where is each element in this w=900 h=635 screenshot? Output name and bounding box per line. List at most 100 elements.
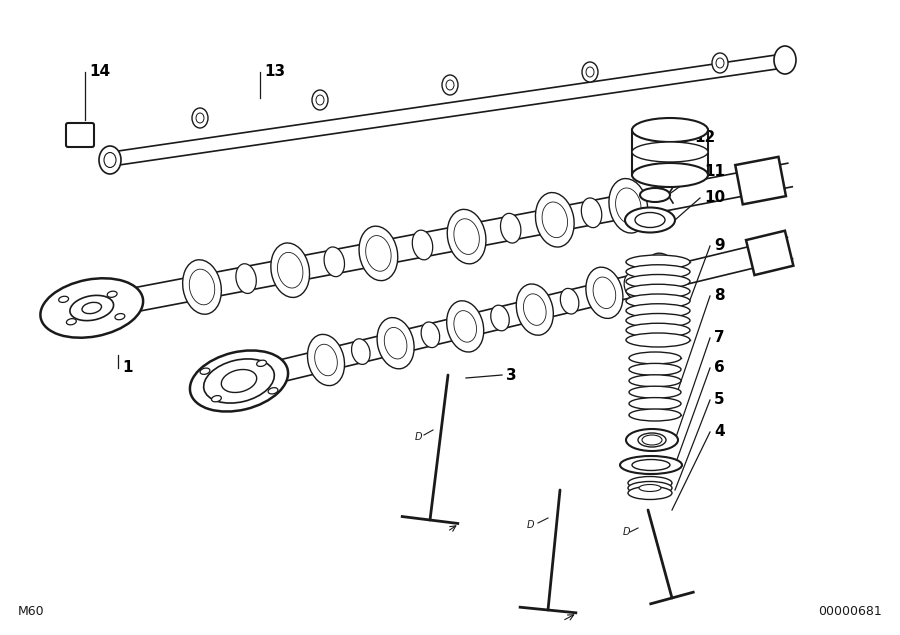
Ellipse shape: [638, 433, 666, 447]
Ellipse shape: [774, 46, 796, 74]
Ellipse shape: [626, 294, 690, 308]
Ellipse shape: [183, 260, 221, 314]
Text: D: D: [622, 527, 630, 537]
Ellipse shape: [454, 311, 476, 342]
Ellipse shape: [203, 359, 274, 403]
Ellipse shape: [716, 58, 724, 68]
Text: 7: 7: [714, 330, 724, 345]
Ellipse shape: [67, 319, 76, 325]
Ellipse shape: [628, 476, 672, 490]
Ellipse shape: [632, 118, 708, 142]
Text: D: D: [414, 432, 422, 442]
Ellipse shape: [629, 409, 681, 421]
Ellipse shape: [626, 333, 690, 347]
Ellipse shape: [271, 243, 310, 297]
Text: 11: 11: [704, 164, 725, 180]
Ellipse shape: [196, 113, 204, 123]
Ellipse shape: [277, 252, 303, 288]
Text: D: D: [526, 520, 534, 530]
Ellipse shape: [256, 360, 266, 366]
Ellipse shape: [651, 263, 674, 295]
Ellipse shape: [99, 146, 121, 174]
Ellipse shape: [632, 163, 708, 187]
Ellipse shape: [189, 269, 215, 305]
Ellipse shape: [107, 291, 117, 297]
Ellipse shape: [628, 481, 672, 495]
Ellipse shape: [640, 188, 670, 202]
Text: 12: 12: [694, 131, 716, 145]
Ellipse shape: [629, 375, 681, 387]
Ellipse shape: [536, 192, 574, 247]
Ellipse shape: [365, 236, 392, 271]
Ellipse shape: [316, 95, 324, 105]
Ellipse shape: [115, 314, 125, 320]
Ellipse shape: [624, 273, 643, 298]
Ellipse shape: [582, 62, 598, 82]
Ellipse shape: [315, 344, 338, 376]
Text: 13: 13: [264, 65, 285, 79]
Ellipse shape: [517, 284, 554, 335]
Ellipse shape: [629, 398, 681, 410]
Ellipse shape: [635, 213, 665, 227]
Ellipse shape: [626, 323, 690, 337]
Ellipse shape: [620, 456, 682, 474]
Ellipse shape: [104, 152, 116, 168]
Ellipse shape: [491, 305, 509, 331]
Ellipse shape: [308, 335, 345, 385]
Ellipse shape: [212, 396, 221, 402]
Text: 9: 9: [714, 239, 724, 253]
Text: 10: 10: [704, 190, 725, 206]
Ellipse shape: [626, 304, 690, 318]
Ellipse shape: [312, 90, 328, 110]
Ellipse shape: [324, 247, 345, 277]
Ellipse shape: [712, 53, 728, 73]
Ellipse shape: [561, 288, 579, 314]
Ellipse shape: [629, 352, 681, 364]
Ellipse shape: [632, 460, 670, 471]
Ellipse shape: [626, 255, 690, 269]
Ellipse shape: [581, 198, 602, 228]
Ellipse shape: [384, 328, 407, 359]
Ellipse shape: [221, 370, 256, 392]
Ellipse shape: [446, 301, 483, 352]
Ellipse shape: [421, 322, 440, 347]
Text: 00000681: 00000681: [818, 605, 882, 618]
Ellipse shape: [524, 294, 546, 325]
Ellipse shape: [352, 339, 370, 364]
Ellipse shape: [446, 80, 454, 90]
Ellipse shape: [642, 435, 662, 445]
Ellipse shape: [586, 67, 594, 77]
Ellipse shape: [609, 178, 648, 233]
Text: 2: 2: [262, 380, 273, 396]
FancyBboxPatch shape: [735, 157, 786, 204]
Ellipse shape: [200, 368, 210, 375]
Ellipse shape: [626, 284, 690, 298]
Ellipse shape: [412, 230, 433, 260]
Ellipse shape: [58, 297, 68, 302]
Ellipse shape: [359, 226, 398, 281]
Ellipse shape: [377, 318, 414, 369]
Ellipse shape: [192, 108, 208, 128]
FancyBboxPatch shape: [66, 123, 94, 147]
Ellipse shape: [442, 75, 458, 95]
Ellipse shape: [40, 278, 143, 338]
Ellipse shape: [632, 142, 708, 162]
Ellipse shape: [625, 208, 675, 232]
Ellipse shape: [626, 429, 678, 451]
Ellipse shape: [629, 386, 681, 398]
Text: 8: 8: [714, 288, 724, 304]
Ellipse shape: [268, 387, 278, 394]
Ellipse shape: [626, 265, 690, 279]
Ellipse shape: [626, 314, 690, 328]
Ellipse shape: [70, 295, 113, 321]
Ellipse shape: [644, 253, 681, 304]
Ellipse shape: [628, 486, 672, 500]
Ellipse shape: [82, 302, 102, 314]
Ellipse shape: [593, 277, 616, 309]
Text: 14: 14: [89, 65, 110, 79]
Text: 4: 4: [714, 425, 724, 439]
Ellipse shape: [500, 213, 521, 243]
Text: 3: 3: [506, 368, 517, 382]
Ellipse shape: [447, 210, 486, 264]
Text: 1: 1: [122, 361, 132, 375]
